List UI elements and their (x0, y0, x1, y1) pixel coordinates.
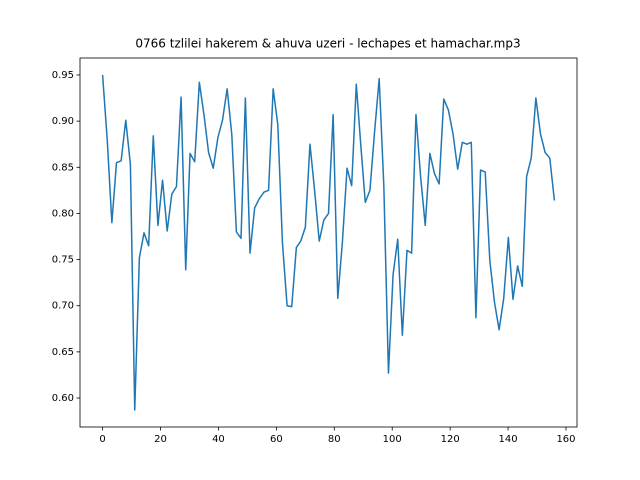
x-tick-label: 100 (383, 434, 402, 445)
y-tick-label: 0.95 (52, 70, 74, 81)
x-tick-label: 80 (328, 434, 341, 445)
axes-frame (79, 57, 578, 428)
y-tick-label: 0.65 (52, 347, 74, 358)
y-tick-label: 0.70 (52, 301, 74, 312)
y-tick-label: 0.80 (52, 208, 74, 219)
x-tick-label: 60 (270, 434, 283, 445)
y-tick-label: 0.85 (52, 162, 74, 173)
x-tick-label: 160 (556, 434, 575, 445)
data-line (101, 74, 556, 411)
y-tick-label: 0.90 (52, 116, 74, 127)
x-tick-label: 0 (99, 434, 105, 445)
x-tick-label: 40 (212, 434, 225, 445)
y-tick-label: 0.75 (52, 255, 74, 266)
x-tick-label: 20 (154, 434, 167, 445)
chart-title: 0766 tzlilei hakerem & ahuva uzeri - lec… (135, 37, 520, 51)
x-tick-label: 120 (441, 434, 460, 445)
y-tick-label: 0.60 (52, 393, 74, 404)
x-tick-label: 140 (499, 434, 518, 445)
